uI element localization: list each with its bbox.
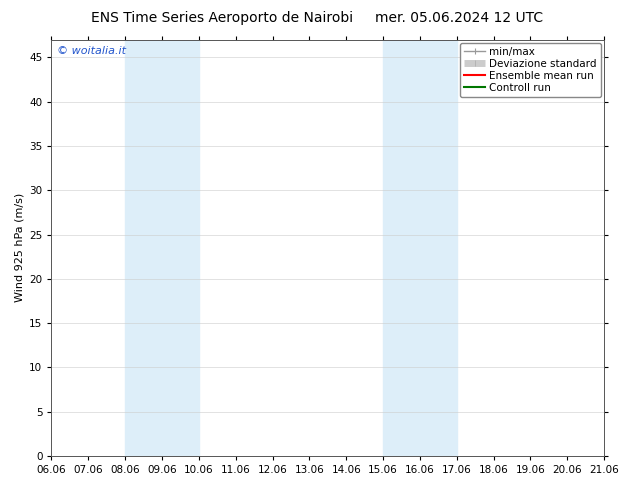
Legend: min/max, Deviazione standard, Ensemble mean run, Controll run: min/max, Deviazione standard, Ensemble m…: [460, 43, 601, 98]
Y-axis label: Wind 925 hPa (m/s): Wind 925 hPa (m/s): [15, 193, 25, 302]
Bar: [125, 40, 199, 456]
Bar: [383, 40, 456, 456]
Text: ENS Time Series Aeroporto de Nairobi     mer. 05.06.2024 12 UTC: ENS Time Series Aeroporto de Nairobi mer…: [91, 11, 543, 25]
Text: © woitalia.it: © woitalia.it: [57, 46, 126, 56]
